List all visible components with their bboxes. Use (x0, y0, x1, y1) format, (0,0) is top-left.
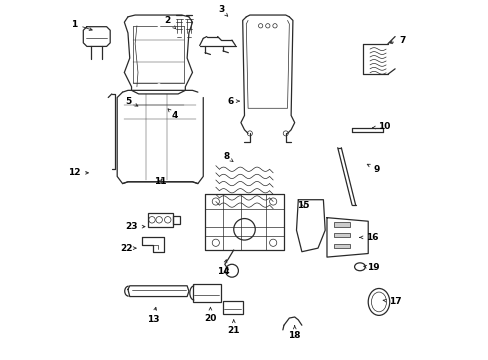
Bar (333, 233, 349, 237)
Text: 11: 11 (154, 177, 166, 186)
Bar (333, 222, 349, 226)
Text: 13: 13 (146, 307, 159, 324)
Text: 1: 1 (71, 19, 92, 31)
Bar (173, 216, 180, 225)
Text: 14: 14 (216, 260, 229, 276)
Text: 12: 12 (68, 168, 88, 177)
Bar (192, 284, 221, 302)
Bar (147, 213, 173, 226)
Text: 15: 15 (297, 201, 309, 210)
Bar (333, 244, 349, 248)
Text: 23: 23 (125, 222, 144, 231)
Text: 2: 2 (164, 16, 175, 29)
Text: 20: 20 (204, 307, 216, 323)
Text: 10: 10 (372, 122, 390, 131)
Text: 22: 22 (120, 244, 136, 253)
Bar (223, 301, 242, 315)
Text: 21: 21 (227, 320, 240, 335)
Text: 3: 3 (218, 5, 227, 16)
Text: 8: 8 (223, 152, 233, 162)
Text: 17: 17 (383, 297, 401, 306)
Text: 16: 16 (359, 233, 377, 242)
Text: 19: 19 (363, 264, 379, 273)
Text: 6: 6 (226, 96, 239, 105)
Text: 7: 7 (389, 36, 405, 45)
Text: 18: 18 (288, 326, 300, 341)
Text: 9: 9 (366, 164, 380, 174)
Text: 5: 5 (124, 96, 138, 106)
Text: 4: 4 (168, 109, 178, 120)
